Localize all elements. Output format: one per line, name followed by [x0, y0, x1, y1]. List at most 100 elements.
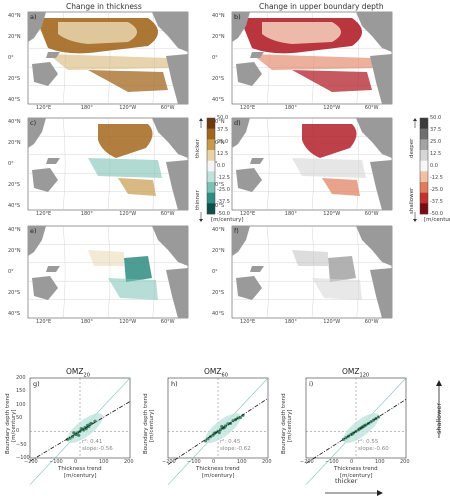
shallower-arrow-label: shallower: [435, 402, 443, 434]
map-lon-tick: 120°W: [119, 319, 137, 325]
land-north-america: [356, 118, 392, 158]
colorbar-border: [206, 117, 216, 215]
map-lon-tick: 120°E: [36, 105, 52, 111]
map-gridline: [63, 225, 66, 319]
map-lon-tick: 120°E: [240, 211, 256, 217]
colorbar-swatch: [207, 192, 215, 204]
scatter-point: [77, 433, 81, 437]
land-asia: [232, 118, 250, 148]
colorbar-swatch: [207, 160, 215, 172]
colorbar-swatch: [207, 118, 215, 129]
map-lat-tick: 20°S: [212, 76, 225, 82]
scatter-point: [350, 432, 354, 436]
map-lon-tick: 180°: [80, 319, 93, 325]
map-shading: [292, 70, 372, 92]
scatter-panel-label: g): [33, 380, 40, 388]
map-lat-tick: 0°: [8, 55, 14, 61]
x-tick-label: 0: [74, 459, 78, 465]
scatter-title-main: OMZ: [204, 367, 222, 376]
regression-line: [167, 397, 269, 465]
map-lat-tick: 40°N: [8, 13, 21, 19]
map-lat-tick: 0°: [212, 269, 218, 275]
scatter-panel-label: i): [309, 380, 314, 388]
map-lon-tick: 180°: [284, 211, 297, 217]
map-panel-2: [27, 117, 189, 211]
scatter-point: [231, 419, 235, 423]
map-shading: [88, 70, 168, 92]
land-australia: [32, 62, 58, 86]
map-lat-tick: 40°S: [212, 311, 225, 317]
land-australia: [236, 168, 262, 192]
map-lat-tick: 20°N: [212, 34, 225, 40]
land-north-america: [152, 226, 188, 266]
scatter-point: [79, 427, 83, 431]
colorbar-swatch: [207, 139, 215, 151]
land-australia: [236, 62, 262, 86]
map-lat-tick: 40°S: [212, 97, 225, 103]
x-axis-unit: [m/century]: [64, 473, 97, 479]
colorbar_thickness-colorbar: [206, 117, 216, 215]
slope-text: slope:-0.60: [358, 446, 389, 452]
map-lat-tick: 20°S: [8, 290, 21, 296]
map-shading: [58, 22, 137, 44]
colorbar-swatch: [420, 128, 428, 140]
map-shading: [124, 256, 152, 282]
map-shading: [328, 256, 356, 282]
map-lat-tick: 20°N: [8, 140, 21, 146]
map-shading: [98, 124, 153, 158]
map-lat-tick: 20°S: [8, 182, 21, 188]
map-gridline: [356, 225, 359, 319]
map-lat-tick: 40°N: [8, 119, 21, 125]
colorbar-tick: 0.0: [430, 163, 438, 169]
map-panel-label: a): [30, 13, 37, 21]
map-shading: [262, 22, 341, 44]
map-shading: [88, 250, 124, 266]
colorbar-tick: -25.0: [217, 187, 230, 193]
map-lat-tick: 40°S: [8, 203, 21, 209]
colorbar-swatch: [420, 139, 428, 151]
land-asia: [28, 118, 46, 148]
y-tick-label: −100: [16, 455, 30, 461]
map-lon-tick: 120°W: [323, 105, 341, 111]
r-squared-text: r²: 0.45: [220, 439, 241, 445]
land-south-america: [370, 268, 392, 318]
colorbar-swatch: [207, 171, 215, 183]
map-lon-tick: 120°E: [240, 319, 256, 325]
map-lon-tick: 180°: [284, 105, 297, 111]
land-asia: [232, 226, 250, 256]
colorbar-swatch: [420, 150, 428, 161]
map-lat-tick: 20°S: [212, 290, 225, 296]
map-panel-label: d): [234, 119, 241, 127]
slope-text: slope:-0.62: [220, 446, 251, 452]
land-islands: [250, 158, 264, 164]
colorbar-arrow-down-icon: [199, 212, 203, 222]
colorbar-tick: -12.5: [430, 175, 443, 181]
scatter-point: [74, 432, 78, 437]
map-shading: [292, 158, 366, 178]
map-panel-0: [27, 11, 189, 105]
map-lon-tick: 120°W: [323, 319, 341, 325]
scatter-point: [238, 415, 243, 420]
map-gridline: [107, 225, 111, 319]
map-panel-5: [231, 225, 393, 319]
map-lon-tick: 60°W: [364, 211, 379, 217]
land-islands: [250, 52, 264, 58]
y-tick-label: 100: [16, 401, 26, 408]
scatter-point: [87, 424, 91, 429]
map-panel-label: e): [30, 227, 37, 235]
scatter-title-subscript: 60: [221, 372, 228, 379]
map-lat-tick: 40°N: [212, 13, 225, 19]
colorbar-tick: -50.0: [430, 211, 443, 217]
land-asia: [28, 226, 46, 256]
scatter-panel-label: h): [171, 380, 178, 388]
x-tick-label: −200: [162, 459, 176, 465]
map-lon-tick: 60°W: [160, 211, 175, 217]
map-lon-tick: 120°E: [36, 211, 52, 217]
scatter-point: [212, 431, 216, 436]
scatter-plot-1: [167, 377, 269, 485]
y-axis-unit: [m/century]: [149, 409, 155, 442]
x-tick-label: 200: [262, 459, 272, 465]
x-tick-label: 100: [237, 459, 247, 465]
thinner-label: thinner: [195, 190, 201, 210]
x-tick-label: 0: [212, 459, 216, 465]
